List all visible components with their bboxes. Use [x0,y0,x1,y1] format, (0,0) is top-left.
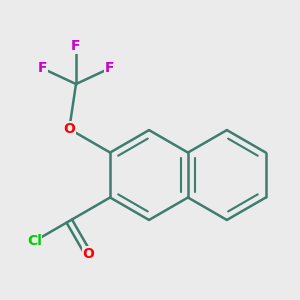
Text: O: O [82,247,94,261]
Text: F: F [38,61,47,75]
Text: F: F [105,61,114,75]
Text: O: O [63,122,75,136]
Text: Cl: Cl [27,234,42,248]
Text: F: F [71,39,81,53]
